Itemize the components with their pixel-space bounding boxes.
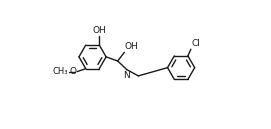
Text: Cl: Cl xyxy=(192,39,201,48)
Text: O: O xyxy=(69,67,76,76)
Text: N: N xyxy=(123,71,130,80)
Text: OH: OH xyxy=(92,26,106,35)
Text: OH: OH xyxy=(125,42,139,51)
Text: CH₃: CH₃ xyxy=(52,67,68,76)
